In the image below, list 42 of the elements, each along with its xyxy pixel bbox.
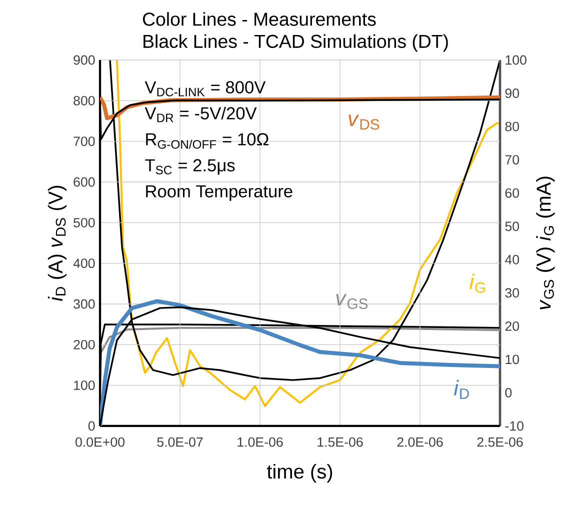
chart-subtitle: Black Lines - TCAD Simulations (DT) [144,34,448,52]
y2-axis-title: v$_{GS}$ (V) i$_{G}$ (mA) [536,176,555,310]
x-tick-label: 2.5E-06 [477,437,523,447]
y-tick-label: 0 [88,421,95,431]
x-tick-label: 1.5E-06 [318,437,363,447]
y-tick-label: 100 [74,380,95,390]
y-tick-label: 900 [74,55,95,65]
y2-tick-label: 30 [505,288,520,298]
y-axis-title: i$_{D}$ (A) v$_{DS}$ (V) [48,186,67,302]
y2-tick-label: 20 [505,321,520,331]
annotation: R$_{G-ON/OFF}$ = 10Ω [146,133,268,149]
y2-tick-label: 10 [506,354,520,364]
y2-tick-label: 70 [505,155,520,165]
annotation: T$_{SC}$ = 2.5μs [145,159,235,175]
annotation: Room Temperature [146,185,292,201]
y-tick-label: 300 [74,299,95,309]
y2-tick-label: -10 [505,421,524,431]
y-tick-label: 600 [74,177,95,187]
y-tick-label: 400 [73,258,95,268]
y-tick-label: 700 [74,136,95,146]
series-label: v$_{DS}$ [348,114,380,130]
series-label: i$_{D}$ [454,380,469,399]
y2-tick-label: 40 [505,254,520,264]
y2-tick-label: 90 [505,88,520,98]
text: i$_{G}$ [470,274,485,293]
y-tick-label: 500 [74,218,95,228]
chart-title: Color Lines - Measurements [142,12,376,26]
y2-tick-label: 100 [506,55,526,65]
x-tick-label: 0.0E+00 [76,437,125,447]
series-label: v$_{GS}$ [336,294,368,309]
y-tick-label: 200 [74,340,95,350]
y2-tick-label: 80 [505,122,520,132]
annotation: V$_{DC-LINK}$ = 800V [144,81,266,96]
y-tick-label: 800 [74,96,95,106]
y2-tick-label: 60 [505,188,520,198]
x-axis-title: time (s) [266,464,332,483]
x-tick-label: 2.0E-06 [397,437,443,447]
y2-tick-label: 0 [505,388,512,398]
annotation: V$_{DR}$ = -5V/20V [144,106,257,122]
x-tick-label: 5.0E-07 [157,437,203,447]
x-tick-label: 1.0E-06 [238,437,283,447]
y2-tick-label: 50 [505,222,520,232]
